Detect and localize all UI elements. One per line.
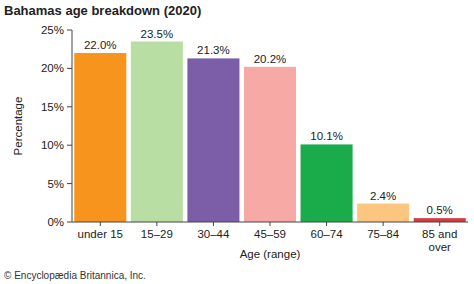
y-axis-line [72, 30, 73, 222]
y-tick [67, 106, 72, 107]
bar [187, 58, 239, 222]
x-tick-label: under 15 [78, 228, 123, 240]
credit: © Encyclopædia Britannica, Inc. [4, 270, 146, 281]
bar [74, 53, 126, 222]
y-tick [67, 68, 72, 69]
x-tick [100, 222, 101, 226]
data-label: 20.2% [254, 53, 287, 65]
bar [131, 42, 183, 222]
y-tick-label: 20% [41, 62, 64, 74]
y-tick [67, 30, 72, 31]
data-label: 0.5% [427, 204, 453, 216]
x-tick [156, 222, 157, 226]
bar [244, 67, 296, 222]
x-tick [270, 222, 271, 226]
y-axis-label: Percentage [12, 97, 24, 156]
data-label: 10.1% [310, 130, 343, 142]
y-tick-label: 15% [41, 101, 64, 113]
chart: Bahamas age breakdown (2020) 22.0% 23.5% 21… [0, 0, 474, 284]
data-label: 2.4% [370, 190, 396, 202]
y-tick-label: 25% [41, 24, 64, 36]
bar [357, 204, 409, 222]
x-tick-label: 15–29 [141, 228, 173, 240]
x-tick [439, 222, 440, 226]
x-tick [213, 222, 214, 226]
x-tick-label: 85 andover [422, 228, 457, 253]
y-tick [67, 145, 72, 146]
bar [414, 218, 466, 222]
y-tick [67, 222, 72, 223]
x-tick [383, 222, 384, 226]
data-label: 21.3% [197, 44, 230, 56]
x-tick-label: 45–59 [254, 228, 286, 240]
x-tick-label: 60–74 [311, 228, 344, 240]
x-tick [326, 222, 327, 226]
x-axis-label: Age (range) [240, 248, 301, 260]
y-tick-label: 10% [41, 139, 64, 151]
title: Bahamas age breakdown (2020) [4, 3, 201, 18]
data-label: 23.5% [141, 28, 174, 40]
x-tick-label-line: 85 and [422, 228, 457, 240]
x-tick-label: 75–84 [367, 228, 400, 240]
x-tick-label-line: over [429, 241, 452, 253]
data-label: 22.0% [84, 39, 117, 51]
bars [74, 42, 465, 222]
y-tick-label: 0% [47, 216, 64, 228]
x-tick-label: 30–44 [197, 228, 230, 240]
y-tick-label: 5% [47, 178, 64, 190]
bar [301, 144, 353, 222]
y-tick [67, 183, 72, 184]
